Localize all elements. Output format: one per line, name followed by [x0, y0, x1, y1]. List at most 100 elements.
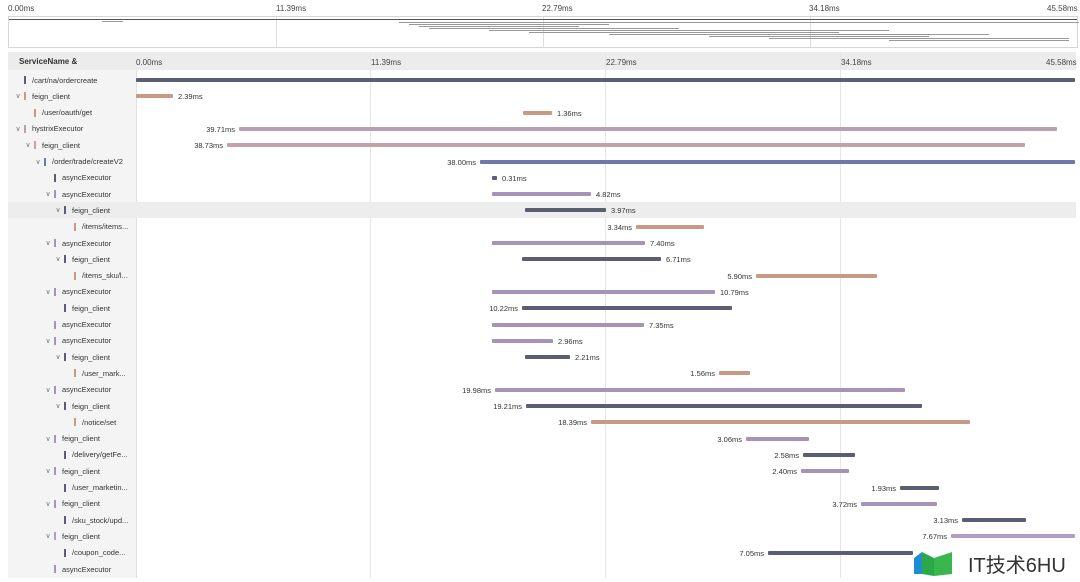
span-duration-bar[interactable] [495, 387, 905, 392]
span-row[interactable]: asyncExecutor 0.31ms [8, 170, 1076, 186]
span-name-cell: /cart/na/ordercreate [14, 72, 97, 88]
span-duration-bar[interactable] [801, 469, 849, 474]
span-duration-bar[interactable] [492, 289, 715, 294]
span-row[interactable]: feign_client 10.22ms [8, 300, 1076, 316]
minimap-span [419, 26, 579, 27]
span-duration-bar[interactable] [962, 518, 1026, 523]
span-duration-bar[interactable] [492, 175, 497, 180]
span-name-label: feign_client [72, 303, 110, 313]
expand-chevron-icon[interactable]: ∨ [45, 435, 51, 443]
span-duration-bar[interactable] [526, 404, 922, 408]
span-row[interactable]: /user/oauth/get 1.36ms [8, 105, 1076, 121]
span-duration-bar[interactable] [756, 273, 877, 278]
span-duration-bar[interactable] [523, 110, 552, 115]
service-color-tag [54, 385, 56, 394]
service-color-tag [54, 287, 56, 296]
span-duration-bar[interactable] [492, 322, 644, 327]
expand-chevron-icon[interactable]: ∨ [45, 288, 51, 296]
span-row[interactable]: ∨ feign_client 7.67ms [8, 528, 1076, 544]
span-row[interactable]: ∨ asyncExecutor 4.82ms [8, 186, 1076, 202]
span-name-cell: ∨ feign_client [44, 496, 100, 512]
span-row[interactable]: ∨ feign_client 2.21ms [8, 349, 1076, 365]
span-row[interactable]: ∨ feign_client 19.21ms [8, 398, 1076, 414]
trace-minimap[interactable] [8, 16, 1079, 48]
span-duration-bar[interactable] [492, 338, 553, 343]
timeline-gridline [605, 52, 606, 578]
span-duration-bar[interactable] [492, 241, 645, 245]
span-name-cell: /sku_stock/upd... [54, 512, 128, 528]
span-duration-bar[interactable] [591, 420, 970, 425]
service-color-tag [64, 255, 66, 264]
span-duration-bar[interactable] [525, 355, 570, 360]
span-duration-bar[interactable] [900, 485, 939, 490]
span-duration-bar[interactable] [522, 306, 732, 311]
expand-chevron-icon[interactable]: ∨ [45, 468, 51, 476]
span-row[interactable]: ∨ /order/trade/createV2 38.00ms [8, 154, 1076, 170]
span-row[interactable]: /items_sku/l... 5.90ms [8, 268, 1076, 284]
span-row[interactable]: ∨ feign_client 6.71ms [8, 251, 1076, 267]
span-duration-bar[interactable] [525, 208, 606, 213]
watermark: IT技术6HU [912, 548, 1066, 578]
span-row[interactable]: /items/items... 3.34ms [8, 219, 1076, 235]
span-row[interactable]: ∨ asyncExecutor 7.40ms [8, 235, 1076, 251]
span-duration-bar[interactable] [136, 94, 173, 99]
span-duration-label: 6.71ms [666, 255, 691, 265]
span-row[interactable]: ∨ hystrixExecutor 39.71ms [8, 121, 1076, 137]
span-duration-bar[interactable] [480, 159, 1075, 164]
span-duration-bar[interactable] [861, 501, 937, 506]
expand-chevron-icon[interactable]: ∨ [35, 158, 41, 166]
span-row[interactable]: /delivery/getFe... 2.58ms [8, 447, 1076, 463]
span-name-cell: ∨ feign_client [24, 137, 80, 153]
span-duration-bar[interactable] [636, 224, 704, 229]
span-duration-bar[interactable] [522, 257, 661, 262]
span-row[interactable]: ∨ feign_client 3.72ms [8, 496, 1076, 512]
service-name-column-header[interactable]: ServiceName & [19, 57, 78, 66]
span-duration-bar[interactable] [768, 550, 913, 555]
span-duration-bar[interactable] [227, 143, 1025, 148]
span-row[interactable]: ∨ feign_client 2.40ms [8, 463, 1076, 479]
span-row[interactable]: /sku_stock/upd... 3.13ms [8, 512, 1076, 528]
minimap-span [489, 30, 889, 31]
expand-chevron-icon[interactable]: ∨ [45, 240, 51, 247]
span-duration-bar[interactable] [239, 126, 1057, 131]
expand-chevron-icon[interactable]: ∨ [45, 386, 51, 394]
span-row[interactable]: ∨ feign_client 2.39ms [8, 88, 1076, 104]
expand-chevron-icon[interactable]: ∨ [55, 403, 61, 410]
span-row[interactable]: /coupon_code... 7.05ms [8, 545, 1076, 561]
span-row[interactable]: /user_marketin... 1.93ms [8, 480, 1076, 496]
span-duration-bar[interactable] [951, 534, 1075, 539]
span-name-label: /coupon_code... [72, 548, 126, 558]
top-tick-0: 0.00ms [8, 4, 35, 13]
span-row[interactable]: /notice/set 18.39ms [8, 414, 1076, 430]
expand-chevron-icon[interactable]: ∨ [25, 142, 31, 150]
header-tick-3: 34.18ms [841, 58, 872, 67]
span-row[interactable]: /user_mark... 1.56ms [8, 365, 1076, 381]
expand-chevron-icon[interactable]: ∨ [55, 207, 61, 215]
span-row[interactable]: ∨ feign_client 3.06ms [8, 431, 1076, 447]
span-row[interactable]: ∨ asyncExecutor 19.98ms [8, 382, 1076, 398]
expand-chevron-icon[interactable]: ∨ [15, 125, 21, 133]
span-row[interactable]: ∨ asyncExecutor 10.79ms [8, 284, 1076, 300]
span-duration-bar[interactable] [492, 192, 591, 197]
span-row[interactable]: asyncExecutor [8, 561, 1076, 577]
span-name-cell: ∨ feign_client [44, 431, 100, 447]
span-row[interactable]: ∨ feign_client 3.97ms [8, 202, 1076, 219]
span-duration-bar[interactable] [719, 371, 750, 376]
span-duration-bar[interactable] [746, 436, 809, 441]
expand-chevron-icon[interactable]: ∨ [15, 93, 21, 101]
span-duration-label: 3.06ms [717, 434, 742, 444]
span-row[interactable]: /cart/na/ordercreate [8, 72, 1076, 88]
span-duration-bar[interactable] [803, 452, 855, 457]
expand-chevron-icon[interactable]: ∨ [55, 354, 61, 362]
expand-chevron-icon[interactable]: ∨ [45, 337, 51, 345]
span-row[interactable]: ∨ asyncExecutor 2.96ms [8, 333, 1076, 349]
expand-chevron-icon[interactable]: ∨ [45, 500, 51, 508]
span-row[interactable]: ∨ feign_client 38.73ms [8, 137, 1076, 153]
service-color-tag [74, 222, 76, 231]
expand-chevron-icon[interactable]: ∨ [55, 256, 61, 264]
expand-chevron-icon[interactable]: ∨ [45, 533, 51, 541]
span-duration-bar[interactable] [136, 78, 1075, 82]
minimap-span [889, 40, 1069, 41]
expand-chevron-icon[interactable]: ∨ [45, 191, 51, 199]
span-row[interactable]: asyncExecutor 7.35ms [8, 317, 1076, 333]
